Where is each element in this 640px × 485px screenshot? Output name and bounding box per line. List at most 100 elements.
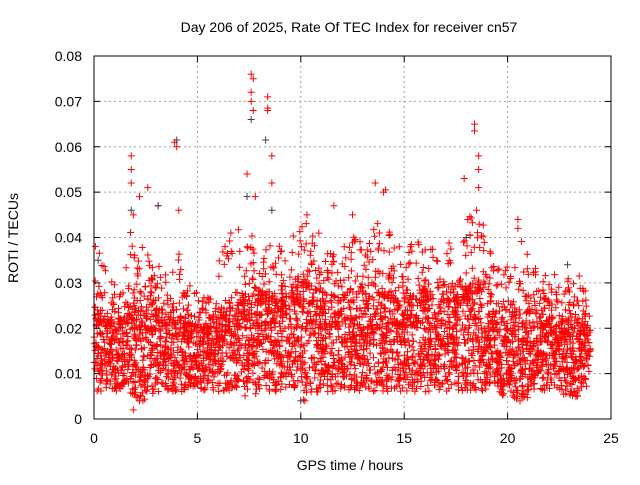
data-point	[511, 376, 519, 384]
data-point	[447, 381, 455, 389]
data-point	[112, 387, 120, 395]
data-point	[402, 369, 410, 377]
data-point	[123, 300, 131, 308]
data-point	[109, 294, 117, 302]
data-point	[487, 297, 495, 305]
data-point	[539, 321, 547, 329]
data-point	[485, 356, 493, 364]
data-point	[514, 326, 522, 334]
data-point	[215, 387, 223, 395]
data-point	[331, 309, 339, 317]
data-point	[196, 341, 204, 349]
data-point	[522, 321, 530, 329]
data-point	[146, 370, 154, 378]
data-point	[301, 381, 309, 389]
data-point	[346, 358, 354, 366]
data-point	[390, 267, 398, 275]
data-point	[531, 302, 539, 310]
data-point	[584, 351, 592, 359]
data-point	[249, 369, 257, 377]
secondary-point	[243, 193, 251, 201]
data-point	[436, 304, 444, 312]
data-point	[231, 382, 239, 390]
data-point	[120, 380, 128, 388]
data-point	[360, 376, 368, 384]
data-point	[447, 357, 455, 365]
data-point	[257, 327, 265, 335]
data-point	[266, 242, 274, 250]
data-point	[206, 355, 214, 363]
data-point	[259, 345, 267, 353]
outlier-point	[471, 120, 479, 128]
data-point	[251, 299, 259, 307]
data-point	[341, 315, 349, 323]
data-point	[221, 243, 229, 251]
data-point	[339, 339, 347, 347]
data-point	[196, 308, 204, 316]
data-point	[299, 308, 307, 316]
outlier-point	[144, 184, 152, 192]
data-point	[542, 355, 550, 363]
data-point	[421, 246, 429, 254]
outlier-point	[475, 165, 483, 173]
chart-title: Day 206 of 2025, Rate Of TEC Index for r…	[181, 19, 518, 35]
data-point	[215, 313, 223, 321]
data-point	[437, 320, 445, 328]
data-point	[309, 298, 317, 306]
data-point	[568, 381, 576, 389]
data-point	[411, 322, 419, 330]
data-point	[431, 345, 439, 353]
data-point	[105, 349, 113, 357]
data-point	[530, 379, 538, 387]
data-point	[248, 344, 256, 352]
data-point	[243, 243, 251, 251]
data-point	[468, 289, 476, 297]
data-point	[363, 304, 371, 312]
data-point	[174, 335, 182, 343]
data-point	[526, 337, 534, 345]
data-point	[148, 382, 156, 390]
data-point	[526, 376, 534, 384]
data-point	[551, 370, 559, 378]
data-point	[195, 297, 203, 305]
data-point	[316, 355, 324, 363]
data-point	[205, 360, 213, 368]
data-point	[261, 270, 269, 278]
data-point	[163, 291, 171, 299]
data-point	[246, 376, 254, 384]
y-tick-label: 0.01	[55, 366, 82, 382]
data-point	[466, 379, 474, 387]
data-point	[101, 289, 109, 297]
data-point	[275, 242, 283, 250]
data-point	[165, 327, 173, 335]
data-point	[336, 322, 344, 330]
data-point	[306, 364, 314, 372]
data-point	[377, 350, 385, 358]
data-point	[142, 310, 150, 318]
data-point	[475, 338, 483, 346]
data-point	[378, 380, 386, 388]
data-point	[328, 383, 336, 391]
data-point	[245, 279, 253, 287]
data-point	[322, 344, 330, 352]
data-point	[531, 322, 539, 330]
data-point	[96, 316, 104, 324]
data-point	[360, 324, 368, 332]
data-point	[394, 337, 402, 345]
data-point	[141, 395, 149, 403]
data-point	[158, 314, 166, 322]
data-point	[461, 336, 469, 344]
data-point	[261, 291, 269, 299]
data-point	[332, 319, 340, 327]
data-point	[168, 303, 176, 311]
data-point	[197, 373, 205, 381]
outlier-point	[475, 184, 483, 192]
data-point	[581, 310, 589, 318]
data-point	[296, 291, 304, 299]
data-point	[392, 383, 400, 391]
data-point	[96, 378, 104, 386]
data-point	[177, 312, 185, 320]
data-point	[107, 320, 115, 328]
data-point	[277, 385, 285, 393]
data-point	[124, 320, 132, 328]
